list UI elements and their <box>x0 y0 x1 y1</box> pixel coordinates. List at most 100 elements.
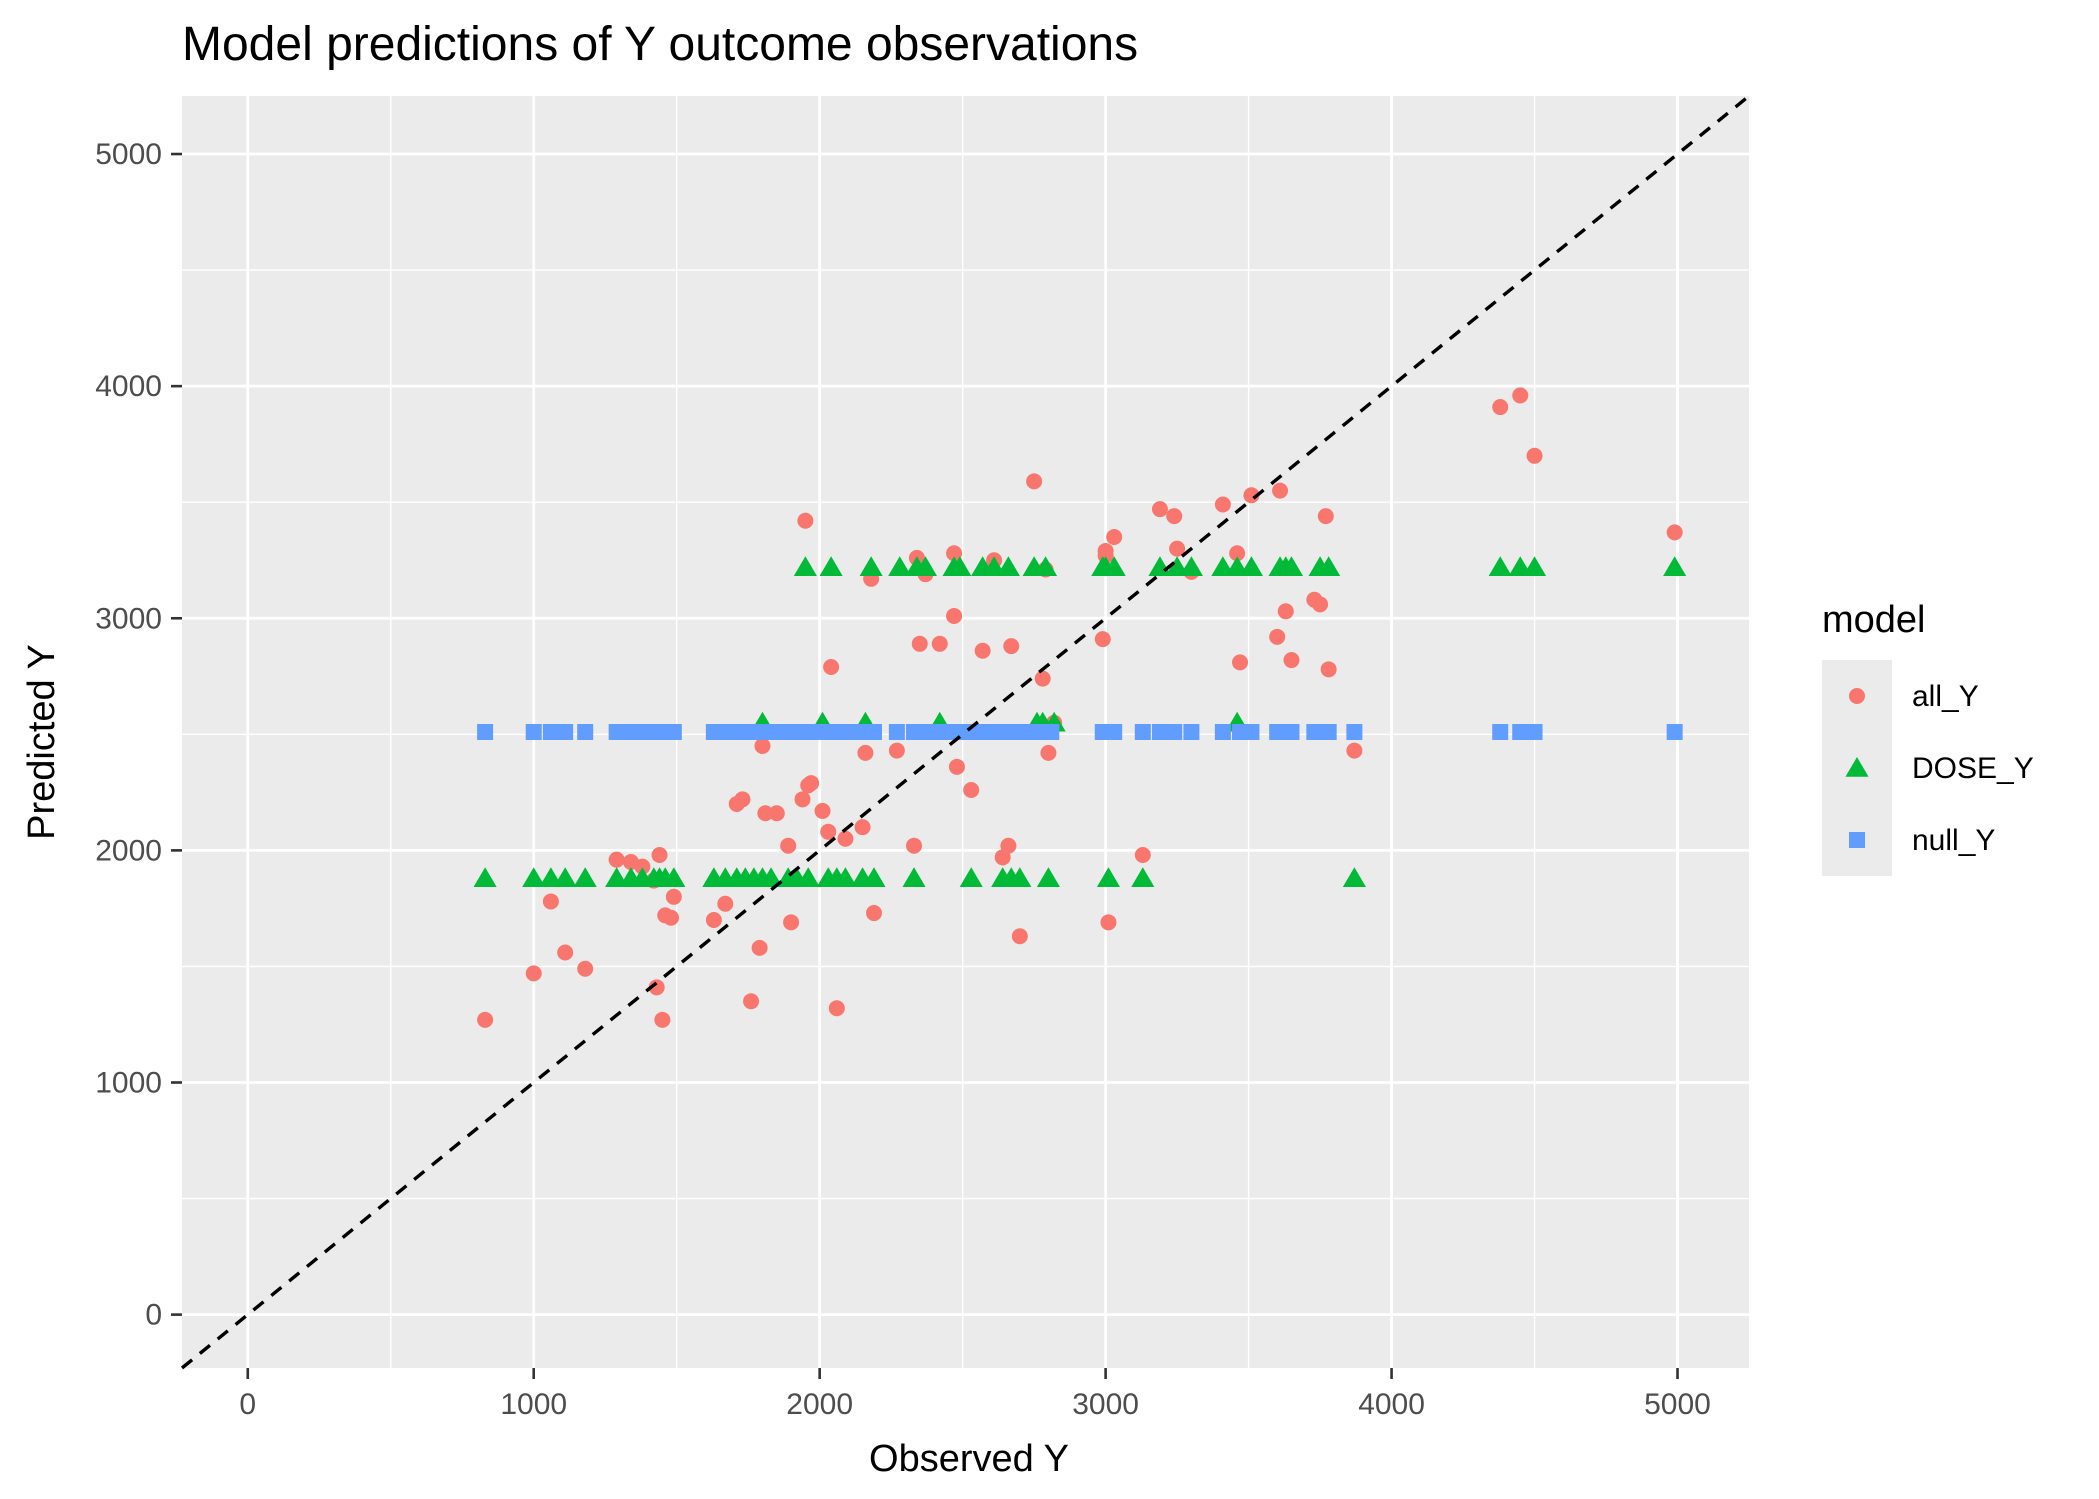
identity-line-layer <box>180 94 1751 1370</box>
data-point <box>477 1011 494 1028</box>
legend-label: DOSE_Y <box>1912 752 2034 785</box>
legend-label: all_Y <box>1912 680 1979 713</box>
data-point <box>1100 914 1117 931</box>
data-point <box>662 909 679 926</box>
data-point <box>557 724 574 740</box>
data-point <box>797 512 814 529</box>
data-point <box>1026 473 1043 490</box>
data-point <box>823 659 840 676</box>
data-point <box>783 914 800 931</box>
data-point <box>1179 556 1203 576</box>
data-point <box>734 791 751 808</box>
data-point <box>634 858 651 875</box>
data-point <box>1526 724 1543 740</box>
data-point <box>1011 928 1028 945</box>
legend-title: model <box>1822 599 1926 641</box>
data-point <box>1522 556 1547 576</box>
data-point <box>859 556 883 576</box>
data-point <box>828 1000 845 1017</box>
legend-item-null_Y: null_Y <box>1822 804 1995 876</box>
data-point <box>705 912 722 929</box>
data-point <box>1346 724 1363 740</box>
legend-key-triangle <box>1845 757 1869 777</box>
data-point <box>1229 545 1246 562</box>
x-axis-title: Observed Y <box>869 1438 1069 1480</box>
data-point <box>1526 447 1543 464</box>
data-point <box>1034 670 1051 687</box>
data-point <box>651 847 668 864</box>
data-point <box>820 823 837 840</box>
data-point <box>833 867 857 888</box>
data-point <box>757 805 774 822</box>
y-tick-label: 0 <box>145 1299 162 1332</box>
data-point <box>608 851 625 868</box>
data-point <box>1151 501 1168 518</box>
data-point <box>665 724 682 740</box>
data-point <box>814 802 831 819</box>
data-point <box>1131 867 1155 888</box>
data-point <box>1279 556 1304 576</box>
data-point <box>1666 524 1683 541</box>
legend: model all_Y DOSE_Y null_Y <box>1822 599 2034 876</box>
data-point <box>837 830 854 847</box>
data-point <box>754 737 771 754</box>
data-point <box>1040 744 1057 761</box>
data-point <box>1283 724 1300 740</box>
data-point <box>1034 556 1058 576</box>
data-point <box>888 742 905 759</box>
data-point <box>1000 837 1017 854</box>
data-point <box>1272 482 1289 499</box>
data-point <box>1239 556 1263 576</box>
data-point <box>1183 724 1200 740</box>
data-point <box>1134 724 1151 740</box>
data-point <box>759 867 783 888</box>
data-point <box>1488 556 1512 576</box>
data-point <box>522 867 546 888</box>
data-point <box>911 635 928 652</box>
data-point <box>1320 724 1337 740</box>
data-point <box>751 939 768 956</box>
data-point <box>865 905 882 922</box>
data-point <box>959 867 983 888</box>
data-point <box>1269 724 1286 740</box>
data-point <box>1166 508 1183 525</box>
data-point <box>717 895 734 912</box>
data-point <box>577 724 594 740</box>
grid-lines <box>182 96 1749 1368</box>
data-point <box>1277 603 1294 620</box>
y-tick-label: 5000 <box>95 138 162 171</box>
x-tick-label: 0 <box>239 1388 256 1421</box>
data-point <box>1243 487 1260 504</box>
data-point <box>865 724 882 740</box>
x-tick-label: 1000 <box>500 1388 567 1421</box>
data-point <box>1663 556 1687 576</box>
data-point <box>525 965 542 982</box>
data-point <box>862 867 886 888</box>
data-point <box>1166 724 1183 740</box>
legend-item-all_Y: all_Y <box>1822 660 1979 732</box>
data-point <box>913 556 938 576</box>
axes: 0 1000 2000 3000 4000 5000 0 1000 2000 3000 4000 50… <box>95 138 1711 1421</box>
data-point <box>1512 724 1529 740</box>
data-point <box>803 775 820 792</box>
data-point <box>1243 724 1260 740</box>
data-point <box>854 819 871 836</box>
data-point <box>743 993 760 1010</box>
data-point <box>1666 724 1683 740</box>
data-point <box>577 960 594 977</box>
data-point <box>1312 596 1329 613</box>
y-axis-title: Predicted Y <box>21 644 63 840</box>
data-point <box>557 944 574 961</box>
data-point <box>608 724 625 740</box>
data-point <box>1283 652 1300 669</box>
data-point <box>1492 724 1509 740</box>
x-tick-label: 5000 <box>1644 1388 1711 1421</box>
data-point <box>1102 556 1126 576</box>
data-point <box>768 805 785 822</box>
data-point <box>1008 867 1032 888</box>
data-point <box>573 867 597 888</box>
data-point <box>1003 638 1020 655</box>
data-point <box>1317 508 1334 525</box>
data-point <box>974 642 991 659</box>
